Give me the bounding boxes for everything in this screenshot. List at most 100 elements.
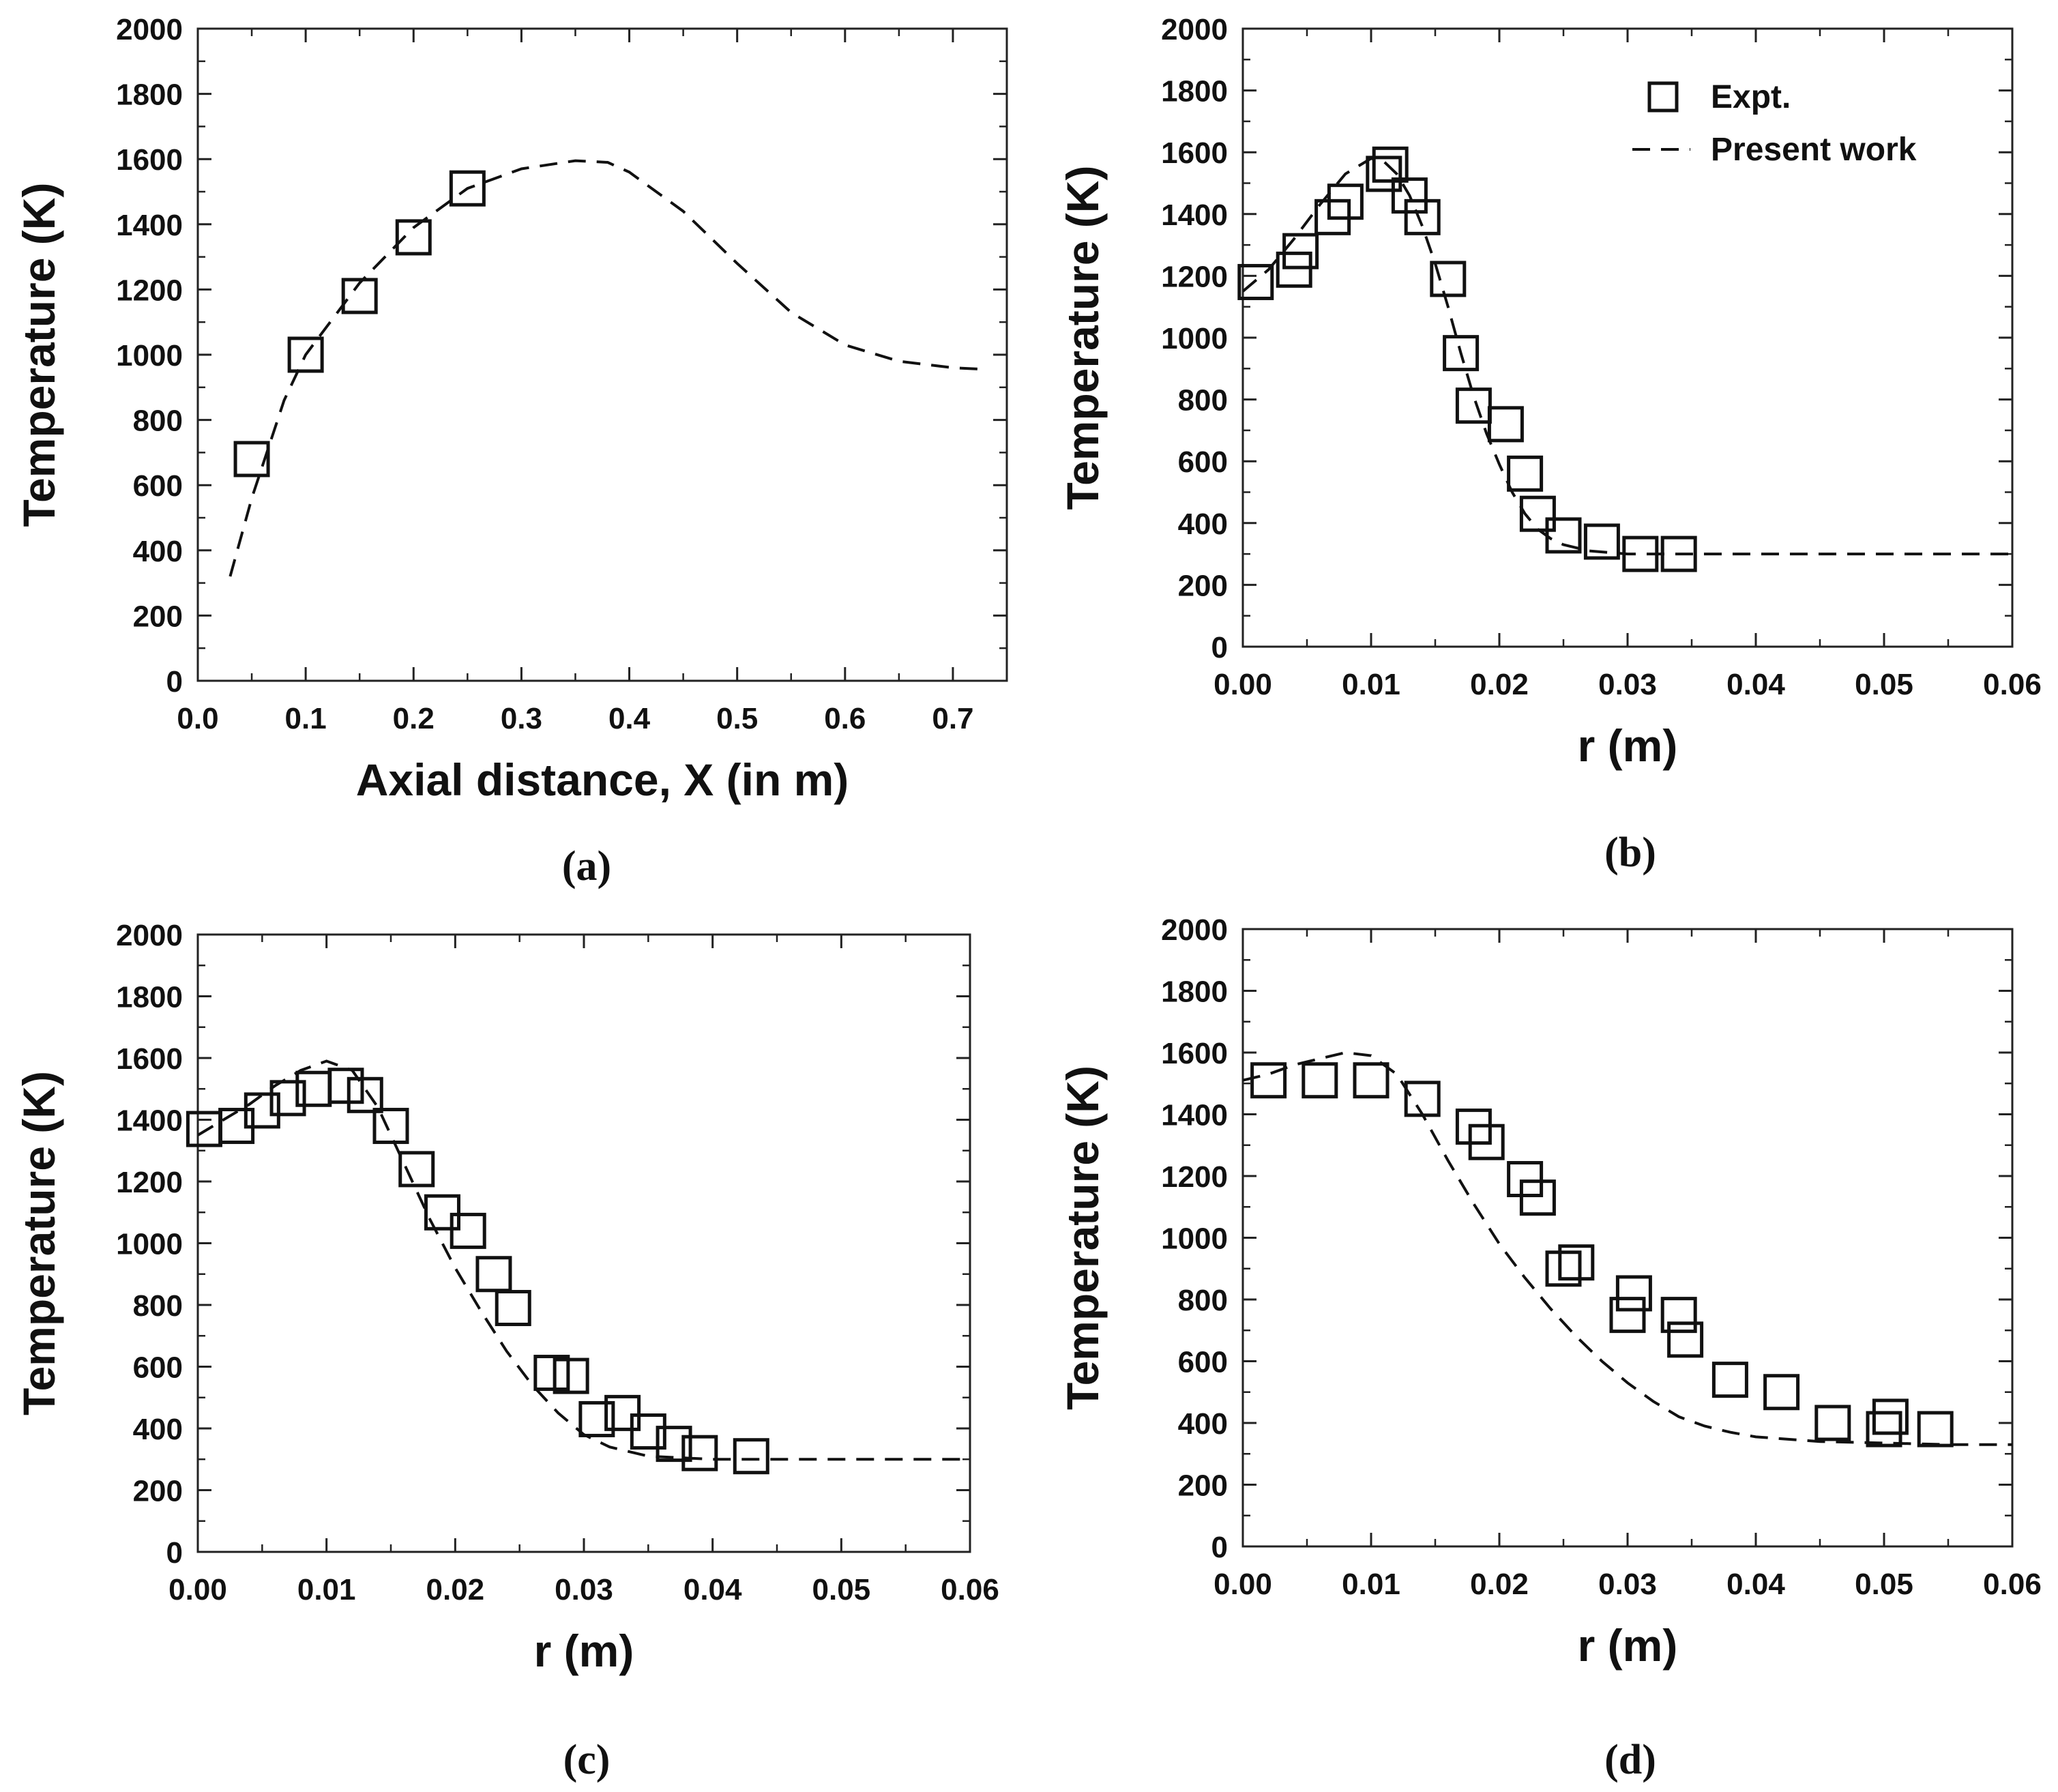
y-tick-label: 800	[133, 1289, 183, 1323]
plot-frame	[196, 933, 971, 1553]
y-tick-label: 1600	[1161, 1037, 1228, 1070]
expt-point	[1250, 1062, 1287, 1099]
expt-point	[475, 1256, 512, 1293]
y-tick-label: 800	[133, 405, 183, 438]
y-tick-label: 1400	[1161, 1099, 1228, 1132]
y-axis-title: Temperature (K)	[1057, 166, 1108, 510]
expt-point	[395, 219, 432, 256]
y-tick-label: 400	[133, 535, 183, 568]
expt-point	[681, 1435, 718, 1471]
expt-point	[1302, 1062, 1338, 1099]
expt-point	[186, 1111, 222, 1147]
expt-point	[1814, 1405, 1851, 1441]
expt-point	[1487, 406, 1524, 443]
y-tick-label: 600	[133, 1351, 183, 1385]
expt-point	[1327, 183, 1364, 220]
expt-point	[1615, 1275, 1652, 1312]
y-tick-label: 0	[166, 665, 183, 699]
expt-point	[327, 1068, 364, 1104]
expt-point	[578, 1400, 615, 1437]
x-tick-label: 0.04	[1726, 1568, 1785, 1601]
legend-expt-label: Expt.	[1711, 79, 1791, 115]
expt-point	[1763, 1374, 1800, 1411]
y-tick-label: 1200	[1161, 1160, 1228, 1194]
expt-point	[287, 336, 324, 373]
expt-point	[1622, 535, 1659, 572]
y-tick-label: 1800	[1161, 975, 1228, 1009]
y-tick-label: 400	[1178, 508, 1228, 541]
y-tick-label: 2000	[1161, 913, 1228, 947]
x-tick-label: 0.00	[168, 1573, 227, 1606]
x-tick-label: 0.01	[297, 1573, 356, 1606]
y-tick-label: 1200	[116, 1166, 183, 1199]
x-axis-title: r (m)	[1578, 1620, 1678, 1671]
expt-point	[604, 1394, 641, 1431]
expt-point	[1917, 1411, 1954, 1448]
x-axis-title: r (m)	[1578, 720, 1678, 771]
expt-point	[450, 1212, 486, 1249]
x-tick-label: 0.5	[716, 702, 758, 735]
x-tick-label: 0.1	[285, 702, 327, 735]
y-tick-label: 1600	[116, 1042, 183, 1076]
expt-point	[495, 1290, 531, 1327]
y-axis-title: Temperature (K)	[14, 1071, 64, 1415]
expt-point	[533, 1355, 570, 1392]
expt-point	[1237, 263, 1274, 300]
y-tick-label: 200	[1178, 1469, 1228, 1503]
expt-point	[1468, 1123, 1505, 1160]
y-tick-label: 200	[1178, 569, 1228, 602]
panel-label: (a)	[562, 843, 611, 890]
y-tick-label: 600	[133, 469, 183, 503]
expt-point	[1353, 1062, 1390, 1099]
panel-label: (c)	[563, 1737, 611, 1783]
y-tick-label: 0	[1211, 1531, 1228, 1564]
y-axis-title: Temperature (K)	[14, 183, 64, 527]
y-tick-label: 1400	[116, 209, 183, 242]
expt-point	[1366, 156, 1402, 192]
x-tick-label: 0.03	[1598, 668, 1657, 701]
y-tick-label: 1400	[1161, 199, 1228, 232]
expt-point	[1866, 1411, 1902, 1448]
x-tick-label: 0.00	[1214, 1568, 1272, 1601]
x-tick-label: 0.3	[501, 702, 542, 735]
expt-point	[1430, 261, 1467, 297]
x-tick-label: 0.05	[812, 1573, 871, 1606]
plot-frame	[196, 27, 1008, 682]
x-tick-label: 0.6	[824, 702, 866, 735]
x-tick-label: 0.03	[555, 1573, 613, 1606]
x-tick-label: 0.01	[1342, 668, 1400, 701]
panel-label: (b)	[1604, 829, 1656, 876]
y-tick-label: 800	[1178, 384, 1228, 417]
expt-point	[1507, 1161, 1544, 1198]
panel-c: 0 200 400 600 800 1000 1200 1400 1600 1800 2000 0.0…	[14, 919, 999, 1783]
y-tick-label: 0	[1211, 631, 1228, 664]
y-tick-label: 200	[133, 600, 183, 633]
y-tick-label: 400	[133, 1413, 183, 1446]
expt-point	[1276, 251, 1312, 288]
x-tick-label: 0.06	[1983, 668, 2042, 701]
panel-a: 0 200 400 600 800 1000 1200 1400 1600 1800 2000 0.0…	[14, 13, 1008, 890]
expt-point	[630, 1413, 666, 1450]
expt-point	[372, 1108, 409, 1145]
expt-point	[233, 441, 270, 478]
x-tick-label: 0.2	[393, 702, 435, 735]
y-axis-title: Temperature (K)	[1057, 1066, 1108, 1410]
expt-point	[1404, 1081, 1441, 1117]
y-tick-label: 2000	[1161, 13, 1228, 46]
expt-point	[1545, 1250, 1582, 1287]
x-tick-label: 0.0	[177, 702, 218, 735]
expt-point	[1660, 1297, 1697, 1334]
expt-point	[1507, 455, 1544, 492]
expt-point	[449, 170, 486, 207]
x-axis-title: Axial distance, X (in m)	[356, 754, 849, 805]
expt-point	[424, 1194, 460, 1231]
y-tick-label: 1000	[116, 1228, 183, 1261]
x-tick-label: 0.02	[1470, 668, 1529, 701]
y-tick-label: 1400	[116, 1104, 183, 1138]
x-tick-label: 0.04	[1726, 668, 1785, 701]
y-tick-label: 600	[1178, 445, 1228, 479]
expt-point	[1443, 335, 1480, 372]
expt-point	[1545, 517, 1582, 554]
expt-point	[1711, 1362, 1748, 1398]
expt-point	[269, 1080, 306, 1117]
